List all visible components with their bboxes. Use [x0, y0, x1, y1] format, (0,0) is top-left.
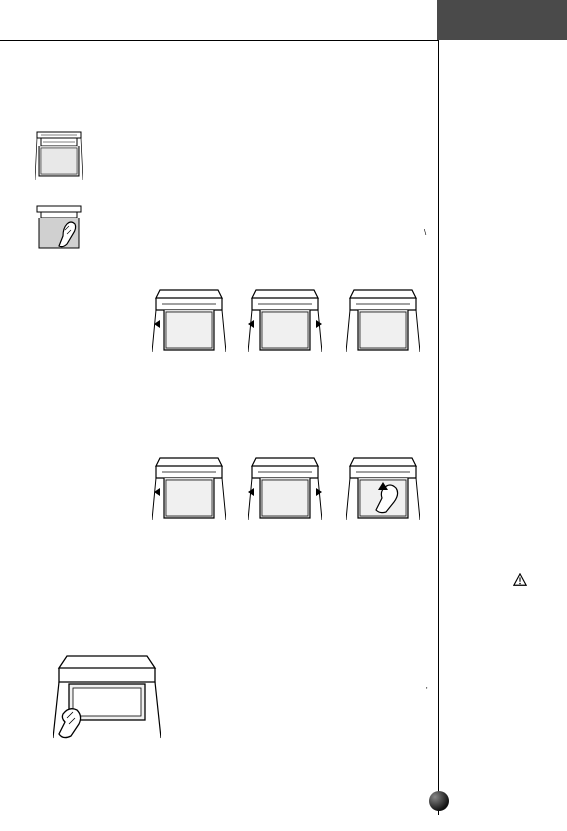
- step-icon-2a: [152, 452, 226, 524]
- page-number-circle: [428, 790, 450, 812]
- drawer-hand-icon: [35, 204, 83, 260]
- step-icon-2b: [248, 452, 322, 524]
- step-icon-1c: [346, 284, 420, 356]
- drawer-open-icon: [35, 128, 83, 184]
- step-icon-2c: [346, 452, 420, 524]
- shelf-angle-icon: [53, 652, 161, 742]
- warning-icon: [513, 573, 527, 590]
- vertical-divider: [438, 40, 439, 815]
- mark-2: ': [426, 686, 428, 695]
- step-icon-1b: [248, 284, 322, 356]
- header-dark-block: [437, 0, 567, 40]
- step-icon-1a: [152, 284, 226, 356]
- top-border-line: [0, 40, 438, 41]
- mark-1: \: [424, 228, 426, 237]
